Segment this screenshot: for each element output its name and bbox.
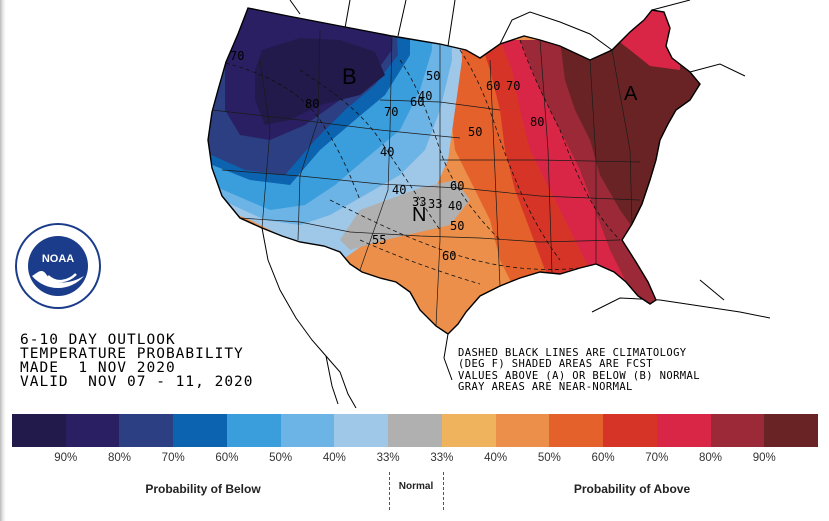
us-outline: [207, 7, 701, 335]
contour-label: 33: [428, 197, 442, 211]
scale-segment: [173, 414, 227, 447]
scale-segment: [656, 414, 711, 447]
note-line: GRAY AREAS ARE NEAR-NORMAL: [458, 380, 633, 393]
logo-text: NOAA: [42, 253, 74, 265]
contour-label: 70: [384, 105, 398, 119]
outlook-title-line: TEMPERATURE PROBABILITY: [20, 346, 244, 362]
scale-tick-label: 80%: [107, 452, 131, 464]
scale-tick-label: 33%: [430, 452, 454, 464]
scale-tick-label: 60%: [591, 452, 615, 464]
scale-segment: [12, 414, 66, 447]
scale-segment: [280, 414, 335, 447]
scale-tick-label: 80%: [699, 452, 723, 464]
contour-label: 40: [418, 89, 432, 103]
neighbor-borders: [261, 0, 771, 409]
scale-segment: [764, 414, 819, 447]
contour-label: 40: [380, 145, 394, 159]
normal-label: Normal: [398, 481, 434, 492]
note-line: DASHED BLACK LINES ARE CLIMATOLOGY: [458, 347, 687, 359]
scale-tick-label: 70%: [161, 452, 185, 464]
map-notes: DASHED BLACK LINES ARE CLIMATOLOGY (DEG F…: [458, 347, 700, 393]
contour-label: 80: [305, 97, 319, 111]
normal-divider-left: [389, 472, 390, 510]
note-line: (DEG F) SHADED AREAS ARE FCST: [458, 358, 653, 371]
contour-label: 40: [392, 183, 406, 197]
probability-shading: [208, 8, 700, 334]
scale-segment: [334, 414, 389, 447]
state-borders: [211, 29, 641, 327]
contour-label: 50: [426, 69, 440, 83]
scale-segment: [65, 414, 120, 447]
contour-label: 70: [230, 49, 244, 63]
above-center-label: A: [624, 83, 638, 105]
outlook-title-block: 6-10 DAY OUTLOOK TEMPERATURE PROBABILITY M…: [20, 332, 254, 390]
contour-labels: 70 80 50 60 70 40 40 50 60 70 80 60 33 4…: [230, 49, 544, 263]
outlook-valid-line: VALID NOV 07 - 11, 2020: [20, 374, 254, 390]
scale-segment: [495, 414, 550, 447]
contour-label: 60: [450, 179, 464, 193]
contour-label: 50: [468, 125, 482, 139]
scale-tick-label: 50%: [269, 452, 293, 464]
normal-divider-right: [443, 472, 444, 510]
scale-tick-label: 50%: [537, 452, 561, 464]
outlook-made-line: MADE 1 NOV 2020: [20, 360, 176, 376]
climatology-contours: [211, 39, 621, 285]
scale-tick-label: 60%: [215, 452, 239, 464]
scale-tick-label: 70%: [645, 452, 669, 464]
note-line: VALUES ABOVE (A) OR BELOW (B) NORMAL: [458, 369, 700, 382]
map-labels: B A N: [342, 64, 638, 226]
scale-tick-label: 33%: [376, 452, 400, 464]
contour-label: 70: [506, 79, 520, 93]
scale-segment: [603, 414, 657, 447]
contour-label: 55: [372, 233, 386, 247]
contour-label: 60: [410, 95, 424, 109]
scale-segment: [388, 414, 442, 447]
scale-segment: [226, 414, 281, 447]
probability-color-scale: [12, 414, 819, 447]
contour-label: 40: [448, 199, 462, 213]
below-label: Probability of Below: [145, 482, 261, 496]
above-label: Probability of Above: [573, 482, 691, 496]
contour-label: 50: [450, 219, 464, 233]
noaa-logo-icon: NOAA: [15, 223, 101, 309]
scale-tick-label: 40%: [484, 452, 508, 464]
scale-segment: [119, 414, 174, 447]
scale-segment: [549, 414, 604, 447]
normal-center-label: N: [412, 204, 426, 226]
scale-segment: [710, 414, 765, 447]
scale-tick-label: 40%: [322, 452, 346, 464]
below-center-label: B: [342, 64, 357, 89]
window-edge: [0, 0, 6, 521]
scale-segment: [441, 414, 496, 447]
contour-label: 60: [442, 249, 456, 263]
scale-tick-label: 90%: [54, 452, 78, 464]
scale-tick-label: 90%: [752, 452, 776, 464]
contour-label: 60: [486, 79, 500, 93]
outlook-title-line: 6-10 DAY OUTLOOK: [20, 332, 176, 348]
contour-label: 80: [530, 115, 544, 129]
contour-label: 33: [412, 195, 426, 209]
